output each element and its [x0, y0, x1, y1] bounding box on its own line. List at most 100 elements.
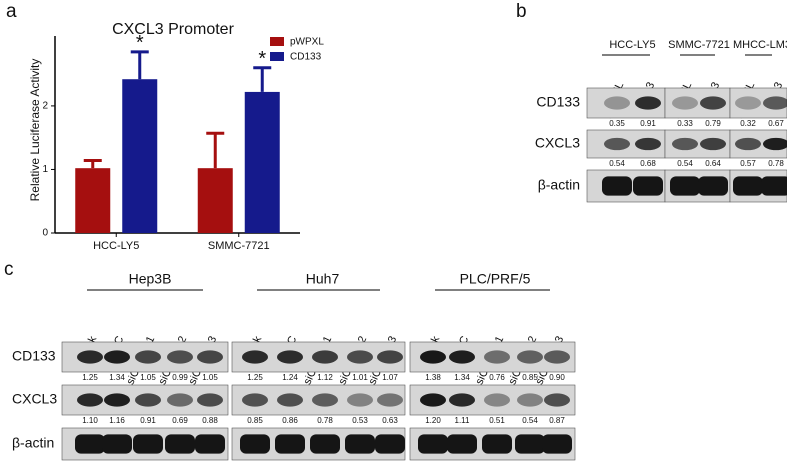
- quantification: 0.85: [247, 416, 263, 425]
- band: [420, 393, 446, 407]
- band: [310, 434, 340, 454]
- band: [447, 434, 477, 454]
- band: [347, 393, 373, 407]
- band: [135, 393, 161, 407]
- x-tick-label: SMMC-7721: [208, 240, 270, 252]
- quantification: 0.68: [640, 159, 656, 168]
- group-label: MHCC-LM3: [733, 39, 787, 51]
- band: [670, 176, 700, 196]
- quantification: 0.69: [172, 416, 188, 425]
- band: [484, 350, 510, 364]
- band: [347, 350, 373, 364]
- band: [77, 393, 103, 407]
- band: [733, 176, 763, 196]
- band: [544, 350, 570, 364]
- annotation: *: [258, 48, 266, 70]
- y-axis-label: Relative Luciferase Activity: [28, 59, 42, 202]
- chart-title: CXCL3 Promoter: [112, 21, 234, 38]
- quantification: 1.16: [109, 416, 125, 425]
- band: [672, 137, 698, 151]
- band: [135, 350, 161, 364]
- quantification: 0.32: [740, 119, 756, 128]
- quantification: 0.54: [677, 159, 693, 168]
- row-label: CD133: [536, 94, 580, 110]
- quantification: 0.90: [549, 373, 565, 382]
- quantification: 1.07: [382, 373, 398, 382]
- bar: [197, 168, 233, 233]
- band: [375, 434, 405, 454]
- group-label: PLC/PRF/5: [460, 271, 531, 287]
- group-label: Hep3B: [129, 271, 172, 287]
- annotation: *: [136, 32, 144, 54]
- band: [195, 434, 225, 454]
- band: [633, 176, 663, 196]
- quantification: 0.67: [768, 119, 784, 128]
- band: [167, 350, 193, 364]
- bar: [244, 91, 280, 233]
- band: [544, 393, 570, 407]
- group-label: HCC-LY5: [609, 39, 655, 51]
- panel-label: a: [6, 1, 17, 22]
- band: [75, 434, 105, 454]
- band: [700, 137, 726, 151]
- legend-label: CD133: [290, 52, 322, 63]
- y-tick-label: 2: [42, 101, 48, 112]
- row-label: β-actin: [12, 435, 54, 451]
- y-tick-label: 0: [42, 228, 48, 239]
- quantification: 0.33: [677, 119, 693, 128]
- band: [763, 137, 787, 151]
- band: [735, 96, 761, 110]
- x-tick-label: HCC-LY5: [93, 240, 139, 252]
- quantification: 0.78: [768, 159, 784, 168]
- band: [377, 350, 403, 364]
- quantification: 1.25: [82, 373, 98, 382]
- quantification: 1.24: [282, 373, 298, 382]
- quantification: 0.51: [489, 416, 505, 425]
- quantification: 1.10: [82, 416, 98, 425]
- error-bar: [253, 66, 272, 92]
- band: [635, 137, 661, 151]
- y-tick-label: 1: [42, 164, 48, 175]
- quantification: 0.63: [382, 416, 398, 425]
- band: [484, 393, 510, 407]
- quantification: 1.34: [454, 373, 470, 382]
- band: [602, 176, 632, 196]
- quantification: 1.05: [202, 373, 218, 382]
- band: [517, 393, 543, 407]
- band: [420, 350, 446, 364]
- band: [735, 137, 761, 151]
- quantification: 0.86: [282, 416, 298, 425]
- legend-swatch: [270, 37, 284, 46]
- band: [418, 434, 448, 454]
- quantification: 0.35: [609, 119, 625, 128]
- quantification: 0.79: [705, 119, 721, 128]
- band: [165, 434, 195, 454]
- band: [312, 350, 338, 364]
- quantification: 0.88: [202, 416, 218, 425]
- error-bar: [206, 131, 225, 169]
- band: [102, 434, 132, 454]
- quantification: 1.34: [109, 373, 125, 382]
- band: [449, 350, 475, 364]
- quantification: 0.91: [140, 416, 156, 425]
- quantification: 0.57: [740, 159, 756, 168]
- quantification: 0.85: [522, 373, 538, 382]
- quantification: 1.11: [455, 416, 471, 425]
- band: [482, 434, 512, 454]
- band: [312, 393, 338, 407]
- quantification: 0.76: [489, 373, 505, 382]
- legend-label: pWPXL: [290, 37, 324, 48]
- quantification: 1.25: [247, 373, 263, 382]
- bar: [75, 168, 111, 233]
- band: [515, 434, 545, 454]
- band: [449, 393, 475, 407]
- band: [635, 96, 661, 110]
- band: [517, 350, 543, 364]
- quantification: 0.54: [522, 416, 538, 425]
- band: [700, 96, 726, 110]
- quantification: 1.20: [425, 416, 441, 425]
- band: [104, 350, 130, 364]
- band: [167, 393, 193, 407]
- band: [104, 393, 130, 407]
